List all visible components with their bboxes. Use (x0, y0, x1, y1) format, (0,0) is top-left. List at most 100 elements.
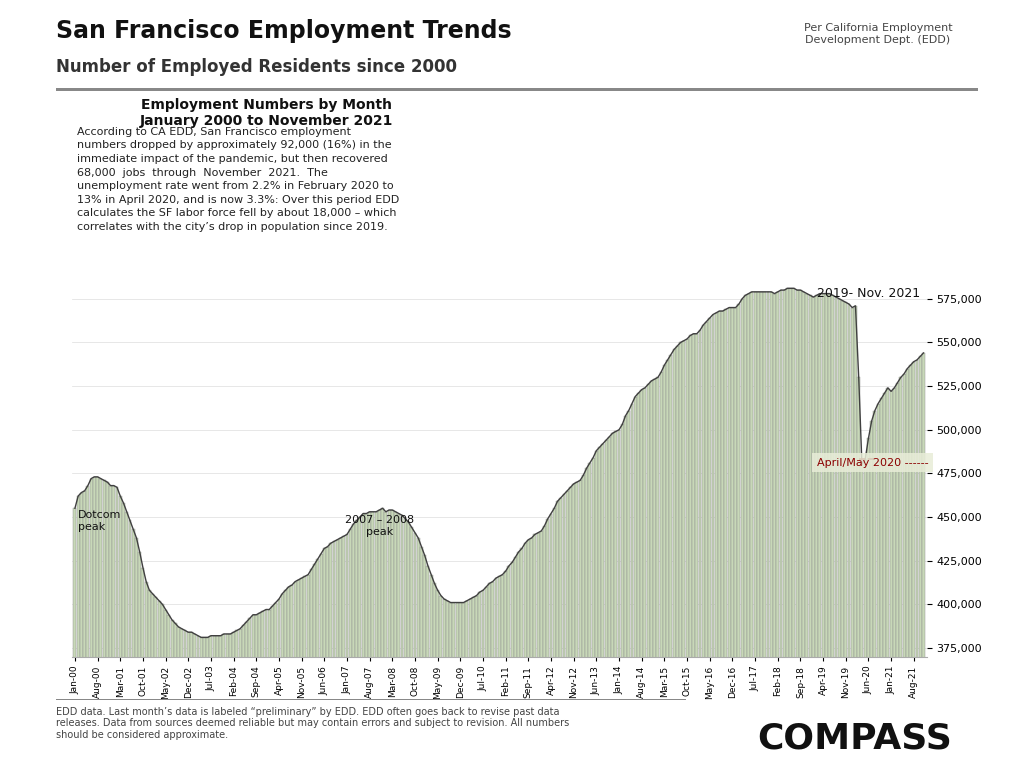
Bar (838, 299, 841, 768)
Bar (523, 543, 526, 768)
Bar (414, 533, 417, 768)
Bar (812, 297, 815, 768)
Bar (135, 538, 138, 768)
Bar (492, 581, 495, 768)
Bar (306, 574, 309, 768)
Bar (598, 447, 601, 768)
Bar (375, 511, 378, 768)
Bar (105, 482, 109, 768)
Bar (909, 365, 912, 768)
Bar (835, 297, 838, 768)
Text: 2019- Nov. 2021: 2019- Nov. 2021 (817, 286, 921, 300)
Bar (210, 636, 212, 768)
Bar (628, 411, 630, 768)
Bar (453, 603, 456, 768)
Bar (919, 356, 922, 768)
Bar (667, 360, 669, 768)
Bar (731, 307, 734, 768)
Bar (540, 531, 543, 768)
Bar (74, 508, 77, 768)
Bar (799, 290, 802, 768)
Bar (190, 632, 193, 768)
Bar (313, 564, 316, 768)
Bar (883, 393, 886, 768)
Bar (264, 610, 267, 768)
Bar (222, 634, 225, 768)
Bar (394, 511, 397, 768)
Text: EDD data. Last month’s data is labeled “preliminary” by EDD. EDD often goes back: EDD data. Last month’s data is labeled “… (56, 707, 569, 740)
Bar (673, 349, 676, 768)
Bar (180, 629, 183, 768)
Bar (271, 606, 274, 768)
Bar (737, 304, 740, 768)
Bar (828, 293, 831, 768)
Bar (330, 543, 332, 768)
Bar (316, 559, 319, 768)
Bar (562, 495, 565, 768)
Bar (899, 377, 902, 768)
Bar (365, 514, 368, 768)
Bar (608, 437, 610, 768)
Bar (721, 311, 724, 768)
Bar (336, 540, 339, 768)
Bar (213, 636, 216, 768)
Bar (640, 389, 643, 768)
Bar (469, 599, 471, 768)
Bar (102, 480, 105, 768)
Text: San Francisco Employment Trends: San Francisco Employment Trends (56, 19, 512, 43)
Bar (206, 637, 209, 768)
Bar (90, 478, 92, 768)
Bar (718, 311, 721, 768)
Bar (656, 377, 659, 768)
Bar (152, 594, 154, 768)
Bar (695, 334, 698, 768)
Bar (287, 587, 290, 768)
Bar (119, 496, 122, 768)
Bar (369, 511, 371, 768)
Bar (303, 576, 306, 768)
Bar (767, 292, 769, 768)
Bar (450, 603, 452, 768)
Bar (802, 292, 805, 768)
Bar (456, 603, 459, 768)
Text: COMPASS: COMPASS (758, 722, 952, 756)
Bar (575, 482, 579, 768)
Bar (647, 384, 649, 768)
Bar (147, 591, 151, 768)
Bar (239, 629, 242, 768)
Bar (631, 403, 634, 768)
Bar (530, 538, 534, 768)
Bar (848, 304, 851, 768)
Bar (355, 521, 358, 768)
Bar (815, 296, 818, 768)
Bar (171, 620, 173, 768)
Bar (229, 634, 231, 768)
Bar (132, 529, 135, 768)
Bar (122, 503, 125, 768)
Bar (786, 288, 788, 768)
Bar (870, 421, 873, 768)
Bar (621, 425, 624, 768)
Bar (604, 440, 607, 768)
Bar (391, 510, 394, 768)
Bar (698, 330, 701, 768)
Bar (219, 636, 222, 768)
Bar (281, 594, 284, 768)
Bar (689, 336, 692, 768)
Bar (779, 290, 782, 768)
Bar (339, 538, 342, 768)
Bar (420, 547, 423, 768)
Bar (701, 325, 705, 768)
Bar (565, 491, 568, 768)
Bar (96, 477, 99, 768)
Bar (508, 566, 510, 768)
Bar (99, 478, 102, 768)
Bar (83, 491, 86, 768)
Bar (624, 415, 627, 768)
Bar (873, 411, 877, 768)
Bar (514, 557, 517, 768)
Bar (423, 555, 426, 768)
Bar (310, 569, 312, 768)
Bar (245, 622, 248, 768)
Bar (740, 299, 743, 768)
